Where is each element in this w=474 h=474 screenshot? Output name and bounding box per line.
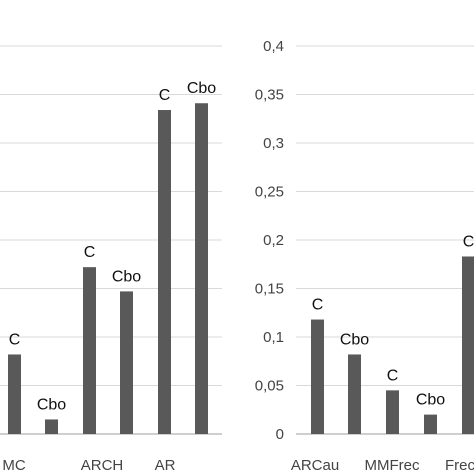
data-label: Cbo xyxy=(187,80,216,97)
bar-mc-cbo xyxy=(45,419,58,434)
data-label: C xyxy=(84,244,96,261)
bar-mmfrec-cbo xyxy=(424,414,437,434)
y-tick-label: 0,15 xyxy=(255,281,284,298)
y-tick-label: 0,2 xyxy=(263,232,284,249)
data-label: C xyxy=(463,233,474,250)
y-tick-label: 0,1 xyxy=(263,329,284,346)
data-label: C xyxy=(159,87,171,104)
data-label: C xyxy=(387,367,399,384)
data-label: Cbo xyxy=(340,331,369,348)
bar-ar-c xyxy=(158,110,171,435)
x-category-label: MMFrec xyxy=(365,457,420,474)
y-tick-label: 0 xyxy=(276,426,284,443)
bar-arch-c xyxy=(83,267,96,434)
bar-mc-c xyxy=(8,354,21,434)
x-category-label: Frec xyxy=(445,457,474,474)
y-tick-label: 0,05 xyxy=(255,378,284,395)
y-tick-label: 0,3 xyxy=(263,135,284,152)
data-label: Cbo xyxy=(37,396,66,413)
data-label: C xyxy=(312,297,324,314)
bar-mmfrec-c xyxy=(386,390,399,434)
data-label: Cbo xyxy=(112,268,141,285)
bar-ar-cbo xyxy=(195,103,208,434)
bar-arcau-cbo xyxy=(348,354,361,434)
bar-arcau-c xyxy=(311,319,324,434)
y-tick-label: 0,25 xyxy=(255,184,284,201)
x-category-label: MC xyxy=(2,457,25,474)
x-category-label: ARCH xyxy=(81,457,124,474)
bar-frec-c xyxy=(462,256,474,434)
y-tick-label: 0,35 xyxy=(255,87,284,104)
x-category-label: ARCau xyxy=(291,457,339,474)
data-label: Cbo xyxy=(416,392,445,409)
left-bar-chart: C Cbo C Cbo C Cbo MC ARCH AR xyxy=(0,45,222,474)
x-category-label: AR xyxy=(155,457,176,474)
y-tick-label: 0,4 xyxy=(263,38,284,55)
right-bar-chart: 0 0,05 0,1 0,15 0,2 0,25 0,3 0,35 0,4 C Cbo C Cbo C AR… xyxy=(255,38,474,474)
bar-arch-cbo xyxy=(120,291,133,434)
data-label: C xyxy=(9,331,21,348)
